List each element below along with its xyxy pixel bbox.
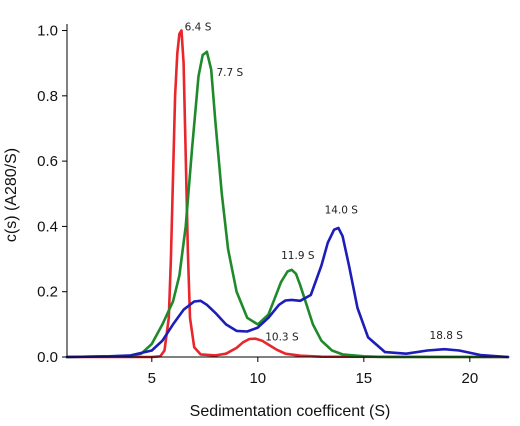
peak-label: 10.3 S — [265, 332, 299, 344]
y-tick-label: 0.8 — [37, 88, 58, 105]
x-tick-label: 20 — [461, 370, 478, 387]
x-tick-label: 15 — [355, 370, 372, 387]
peak-label: 7.7 S — [216, 67, 243, 79]
annotation-layer: 6.4 S 7.7 S 11.9 S 14.0 S 10.3 S 18.8 S — [185, 22, 464, 344]
axes-layer: 5 10 15 20 0.0 0.2 0.4 0.6 0.8 1.0 — [37, 23, 508, 387]
series-layer — [65, 29, 510, 359]
y-tick-label: 0.2 — [37, 284, 58, 301]
series-line-1 — [65, 29, 510, 359]
peak-label: 11.9 S — [281, 250, 315, 262]
y-tick-label: 0.0 — [37, 349, 58, 366]
peak-label: 6.4 S — [185, 22, 212, 34]
peak-label: 18.8 S — [430, 330, 464, 342]
y-tick-label: 0.6 — [37, 153, 58, 170]
y-ticks: 0.0 0.2 0.4 0.6 0.8 1.0 — [37, 23, 67, 366]
series-line-3 — [65, 226, 510, 359]
y-axis-title: c(s) (A280/S) — [3, 148, 20, 242]
series-line-2 — [65, 50, 510, 359]
x-tick-label: 5 — [148, 370, 156, 387]
x-tick-label: 10 — [249, 370, 266, 387]
y-tick-label: 1.0 — [37, 23, 58, 40]
x-ticks: 5 10 15 20 — [148, 357, 478, 387]
y-tick-label: 0.4 — [37, 218, 58, 235]
peak-label: 14.0 S — [325, 204, 359, 216]
x-axis-title: Sedimentation coefficent (S) — [190, 403, 391, 420]
